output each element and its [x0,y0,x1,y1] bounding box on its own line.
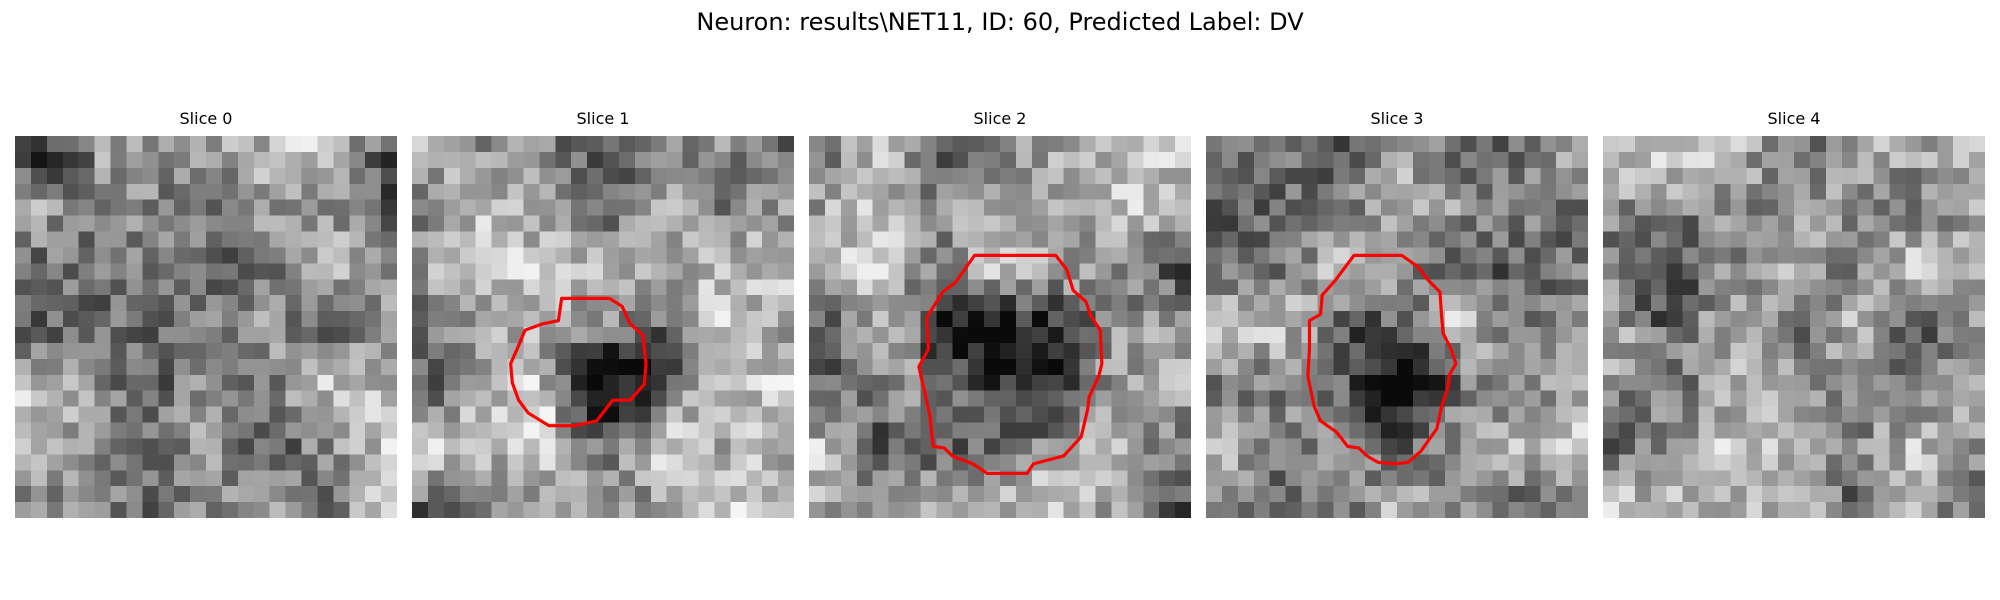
slice-panel-2: Slice 2 [809,108,1191,518]
contour-overlay [809,136,1191,518]
figure-title: Neuron: results\NET11, ID: 60, Predicted… [0,6,2000,38]
slice-title: Slice 1 [412,108,794,130]
slice-image-frame [1603,136,1985,518]
contour-overlay [15,136,397,518]
slice-title: Slice 4 [1603,108,1985,130]
contour-overlay [1603,136,1985,518]
slice-image-frame [1206,136,1588,518]
cell-contour [919,255,1102,473]
contour-overlay [412,136,794,518]
slice-panel-4: Slice 4 [1603,108,1985,518]
slice-title: Slice 2 [809,108,1191,130]
slice-image-frame [809,136,1191,518]
slice-panel-1: Slice 1 [412,108,794,518]
slice-image-frame [15,136,397,518]
slice-panel-3: Slice 3 [1206,108,1588,518]
contour-overlay [1206,136,1588,518]
slice-panel-0: Slice 0 [15,108,397,518]
slice-title: Slice 0 [15,108,397,130]
slice-image-frame [412,136,794,518]
cell-contour [511,298,646,425]
slice-title: Slice 3 [1206,108,1588,130]
cell-contour [1308,255,1456,464]
